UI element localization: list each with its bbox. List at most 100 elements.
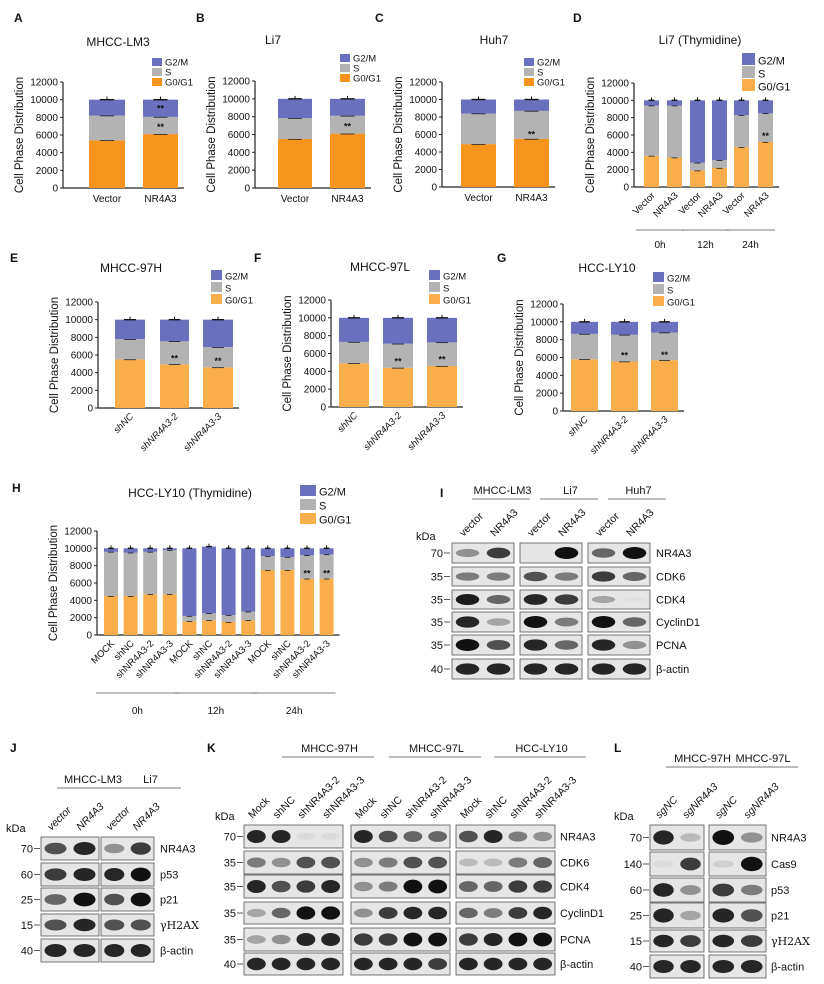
protein-band	[508, 880, 528, 893]
protein-band	[740, 935, 763, 947]
protein-label: β-actin	[160, 946, 193, 958]
y-tick-label: 4000	[71, 368, 94, 379]
protein-band	[403, 906, 423, 920]
y-tick-label: 0	[87, 404, 93, 415]
y-tick-label: 8000	[71, 333, 94, 344]
protein-band	[591, 663, 616, 675]
legend-label: G2/M	[225, 272, 248, 283]
protein-band	[740, 884, 763, 896]
blot-strip	[350, 874, 451, 899]
bar-segment-g2m	[221, 548, 236, 616]
legend-swatch	[429, 282, 440, 292]
legend-label: G0/G1	[165, 78, 193, 89]
protein-band	[622, 547, 647, 559]
x-tick-label: Vector	[281, 194, 310, 205]
protein-band	[104, 867, 125, 882]
bar-segment-g0g1	[280, 570, 295, 635]
bar-segment-s	[758, 113, 773, 142]
x-tick-label: MOCK	[89, 638, 117, 666]
protein-band	[73, 918, 96, 932]
protein-band	[712, 860, 735, 868]
protein-band	[428, 906, 448, 920]
protein-band	[296, 906, 316, 920]
protein-band	[508, 957, 528, 971]
protein-band	[533, 932, 553, 947]
legend-swatch	[524, 58, 534, 66]
bar-segment-g2m	[278, 98, 312, 119]
bar-segment-g2m	[143, 99, 178, 117]
legend-swatch	[742, 53, 755, 65]
bar-segment-g2m	[712, 100, 727, 161]
blot-strip	[243, 824, 344, 849]
chart-panel-b: B Li7 0 2000 4000 6000 8000 10000 12000 Cell Phas…	[196, 11, 381, 205]
protein-band	[296, 932, 316, 947]
bar-segment-g0g1	[123, 596, 138, 635]
bar-segment-g0g1	[383, 367, 413, 407]
legend-label: G2/M	[443, 272, 466, 283]
protein-band	[73, 943, 96, 958]
significance-marker: **	[438, 355, 446, 365]
bar-segment-g2m	[260, 548, 275, 557]
protein-label: CDK6	[560, 858, 589, 870]
cell-line-header: HCC-LY10	[515, 743, 567, 755]
panel-letter: H	[12, 481, 21, 495]
kda-marker: 25	[21, 895, 33, 907]
protein-band	[403, 831, 423, 842]
bar-segment-g2m	[89, 99, 125, 116]
bar-segment-g2m	[115, 319, 145, 340]
y-tick-label: 4000	[70, 596, 93, 607]
legend-swatch	[742, 79, 755, 91]
cell-line-header: MHCC-97H	[674, 753, 731, 765]
bar-segment-g0g1	[611, 361, 638, 411]
legend-swatch	[152, 58, 162, 66]
protein-band	[246, 935, 266, 944]
y-tick-label: 6000	[70, 579, 93, 590]
lane-label: NR4A3	[130, 801, 163, 834]
bar-segment-g2m	[182, 548, 197, 616]
bar-segment-s	[734, 115, 749, 148]
significance-marker: **	[323, 568, 331, 578]
protein-band	[653, 830, 674, 845]
protein-band	[483, 858, 503, 867]
protein-band	[740, 959, 763, 974]
chart-panel-a: A MHCC-LM3 0 2000 4000 6000 8000 10000 12000 Cell…	[14, 11, 193, 205]
protein-label: NR4A3	[771, 833, 806, 845]
significance-marker: **	[661, 350, 669, 360]
protein-band	[523, 571, 548, 582]
bar-segment-g2m	[690, 100, 705, 163]
legend-label: G2/M	[319, 487, 346, 499]
lane-label: vector	[593, 510, 622, 539]
protein-band	[104, 843, 125, 854]
y-tick-label: 8000	[36, 113, 59, 124]
legend-label: S	[537, 68, 543, 79]
protein-band	[403, 879, 423, 894]
protein-band	[483, 932, 503, 947]
protein-band	[486, 639, 511, 651]
protein-band	[104, 919, 125, 931]
bar-segment-g0g1	[339, 363, 369, 407]
blot-strip	[455, 901, 556, 925]
significance-marker: **	[157, 104, 165, 114]
legend-swatch	[211, 270, 222, 280]
protein-band	[353, 933, 373, 946]
protein-band	[740, 832, 763, 843]
protein-band	[458, 933, 478, 946]
chart-title: Huh7	[480, 33, 509, 47]
blot-strip	[455, 824, 556, 849]
panel-letter: C	[375, 11, 384, 25]
kda-marker: 40	[630, 962, 642, 974]
panel-letter: B	[196, 11, 205, 25]
protein-band	[73, 892, 96, 907]
group-label: 24h	[286, 706, 303, 717]
protein-band	[533, 857, 553, 868]
y-tick-label: 0	[320, 403, 326, 414]
protein-band	[44, 919, 67, 931]
y-tick-label: 6000	[228, 130, 251, 141]
kda-marker: 15	[630, 936, 642, 948]
protein-band	[508, 907, 528, 919]
protein-band	[353, 881, 373, 892]
y-tick-label: 0	[431, 183, 437, 194]
legend-label: G0/G1	[353, 74, 381, 85]
x-tick-label: Vector	[464, 193, 493, 204]
bar-segment-g0g1	[330, 133, 365, 188]
